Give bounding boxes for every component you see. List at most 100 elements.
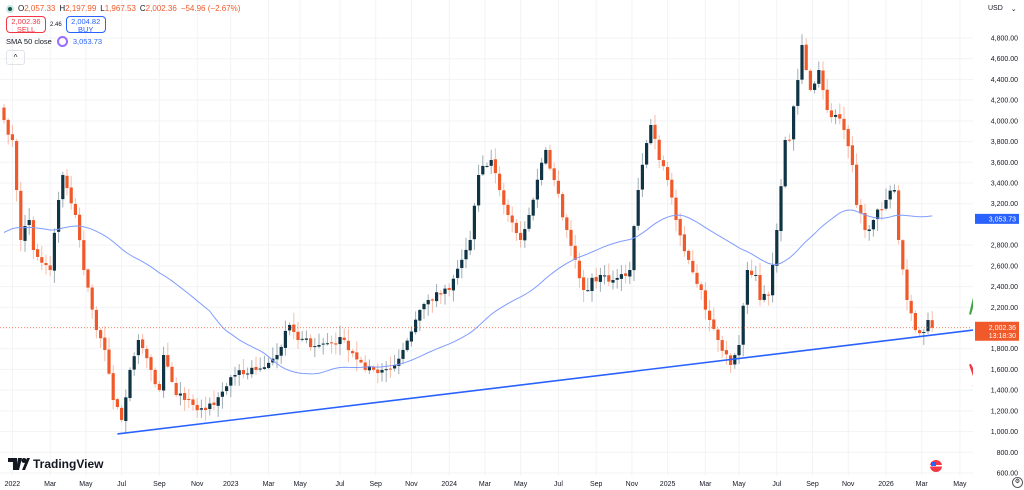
candle-down: [750, 270, 754, 275]
x-tick-label: May: [293, 481, 307, 488]
high-label: H: [59, 4, 66, 13]
candle-down: [556, 180, 560, 194]
candle-up: [615, 277, 619, 280]
candle-down: [48, 265, 52, 270]
trade-row: 2,002.36 SELL 2.46 2,004.82 BUY: [6, 16, 240, 34]
candle-up: [409, 331, 413, 342]
candle-down: [691, 260, 695, 273]
candle-up: [304, 338, 308, 340]
settings-gear-icon[interactable]: ⚙: [1012, 477, 1023, 488]
logo-text: TradingView: [33, 457, 104, 471]
candle-up: [813, 83, 817, 90]
candle-down: [372, 366, 376, 370]
candle-down: [687, 250, 691, 260]
candle-down: [905, 269, 909, 301]
tradingview-logo-icon: [8, 458, 30, 470]
candle-up: [762, 293, 766, 300]
candle-down: [40, 257, 44, 263]
spread-value: 2.46: [50, 21, 62, 28]
candle-down: [447, 287, 451, 290]
candle-down: [808, 70, 812, 90]
collapse-legend-button[interactable]: ^: [6, 50, 25, 65]
candle-up: [397, 358, 401, 366]
candle-up: [527, 215, 531, 229]
buy-button[interactable]: 2,004.82 BUY: [65, 16, 106, 34]
x-tick-label: Sep: [806, 481, 819, 488]
candle-down: [430, 299, 434, 301]
candle-down: [90, 287, 94, 310]
candle-up: [208, 403, 212, 410]
candle-down: [292, 324, 296, 332]
candle-up: [317, 344, 321, 347]
y-tick-label: 1,200.00: [991, 408, 1018, 415]
candle-up: [632, 226, 636, 271]
sell-label: SELL: [16, 25, 36, 34]
price-scale[interactable]: [973, 0, 1024, 490]
candle-down: [153, 369, 157, 385]
sell-button[interactable]: 2,002.36 SELL: [6, 16, 46, 34]
candle-down: [309, 338, 313, 348]
candle-up: [544, 149, 548, 164]
candle-down: [115, 399, 119, 408]
candle-down: [212, 402, 216, 405]
candle-down: [19, 190, 23, 240]
currency-select[interactable]: USD ⌄: [988, 5, 1017, 13]
candle-down: [930, 320, 934, 328]
candle-down: [661, 160, 665, 167]
candle-up: [250, 367, 254, 375]
candle-up: [132, 356, 136, 370]
candle-up: [741, 305, 745, 345]
x-tick-label: Nov: [405, 481, 418, 488]
y-tick-label: 2,200.00: [991, 305, 1018, 312]
candle-up: [451, 278, 455, 291]
candle-down: [82, 240, 86, 270]
candle-down: [73, 203, 77, 216]
candle-down: [107, 349, 111, 374]
candle-up: [229, 377, 233, 386]
y-tick-label: 2,400.00: [991, 284, 1018, 291]
candle-down: [703, 290, 707, 310]
candle-down: [141, 339, 145, 349]
candle-up: [611, 280, 615, 283]
candle-up: [531, 199, 535, 216]
x-tick-label: 2026: [878, 481, 894, 488]
candle-down: [204, 407, 208, 411]
candles: [2, 34, 934, 433]
candle-up: [460, 259, 464, 268]
candle-up: [288, 324, 292, 331]
candle-up: [472, 205, 476, 240]
candle-up: [418, 309, 422, 321]
candle-up: [61, 175, 65, 200]
candle-down: [86, 269, 90, 288]
candle-up: [178, 393, 182, 396]
candle-up: [771, 264, 775, 296]
indicator-row[interactable]: SMA 50 close 3,053.73: [6, 36, 240, 47]
candle-up: [817, 70, 821, 84]
candle-down: [594, 277, 598, 282]
y-tick-label: 1,400.00: [991, 388, 1018, 395]
candle-down: [682, 234, 686, 252]
x-tick-label: Mar: [263, 481, 276, 488]
candle-up: [275, 355, 279, 360]
last-price-label: 2,002.36: [989, 325, 1016, 332]
candle-up: [926, 320, 930, 332]
candle-down: [569, 229, 573, 246]
x-tick-label: Sep: [590, 481, 603, 488]
candle-down: [607, 275, 611, 282]
us-flag-icon[interactable]: [929, 460, 943, 472]
tradingview-logo[interactable]: TradingView: [8, 457, 103, 471]
y-tick-label: 1,600.00: [991, 367, 1018, 374]
candle-up: [485, 165, 489, 167]
candle-down: [855, 164, 859, 205]
sma-line: [3, 209, 933, 375]
candle-down: [44, 263, 48, 266]
candle-up: [405, 340, 409, 350]
candle-down: [653, 124, 657, 139]
sma-price-badge: [975, 213, 1019, 224]
low-value: 1,967.53: [104, 4, 136, 13]
trendline: [117, 329, 975, 435]
candle-down: [758, 275, 762, 301]
candle-down: [439, 293, 443, 295]
candle-up: [162, 355, 166, 391]
